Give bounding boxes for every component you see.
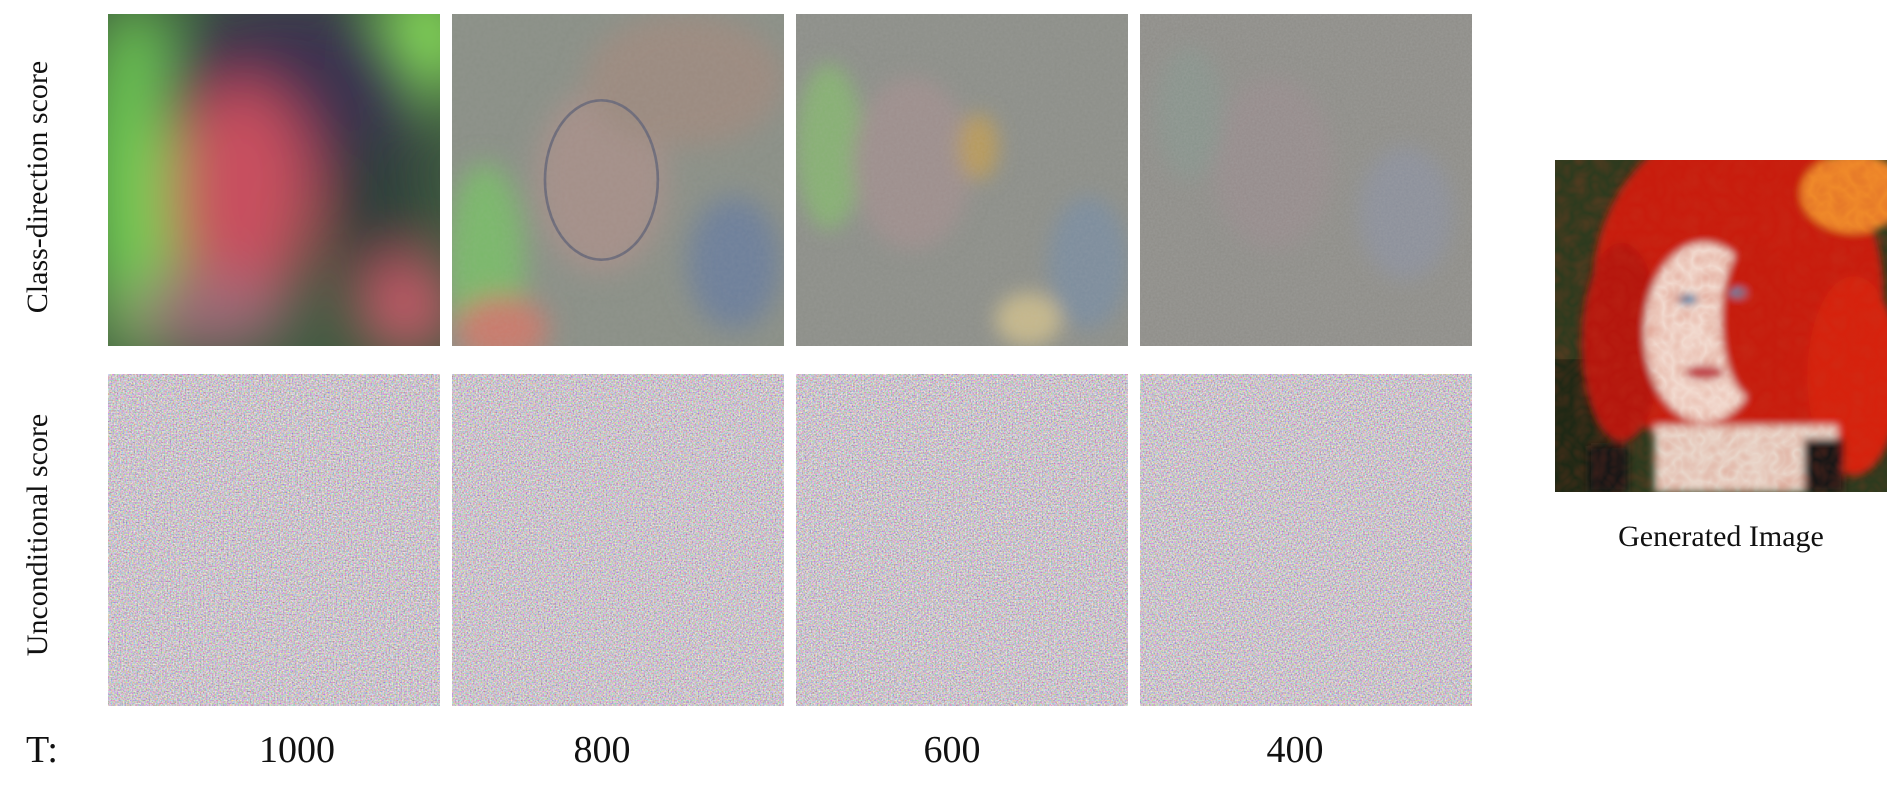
uncond-score-image-t400 [1140, 374, 1472, 706]
timestep-prefix: T: [26, 729, 58, 771]
uncond-score-image-t800 [452, 374, 784, 706]
uncond-score-image-t600 [796, 374, 1128, 706]
class-score-image-t400 [1140, 14, 1472, 346]
timestep-label: 400 [1266, 729, 1324, 771]
class-score-image-t600 [796, 14, 1128, 346]
row-label-class-direction: Class-direction score [21, 60, 54, 314]
class-score-image-t1000 [108, 14, 440, 346]
timestep-label: 1000 [259, 729, 335, 771]
generated-image-caption: Generated Image [1618, 520, 1824, 553]
generated-portrait-image [1555, 160, 1887, 492]
class-score-image-t800 [452, 14, 784, 346]
timestep-label: 600 [923, 729, 981, 771]
timestep-label: 800 [573, 729, 631, 771]
uncond-score-image-t1000 [108, 374, 440, 706]
row-label-unconditional: Unconditional score [21, 413, 54, 657]
